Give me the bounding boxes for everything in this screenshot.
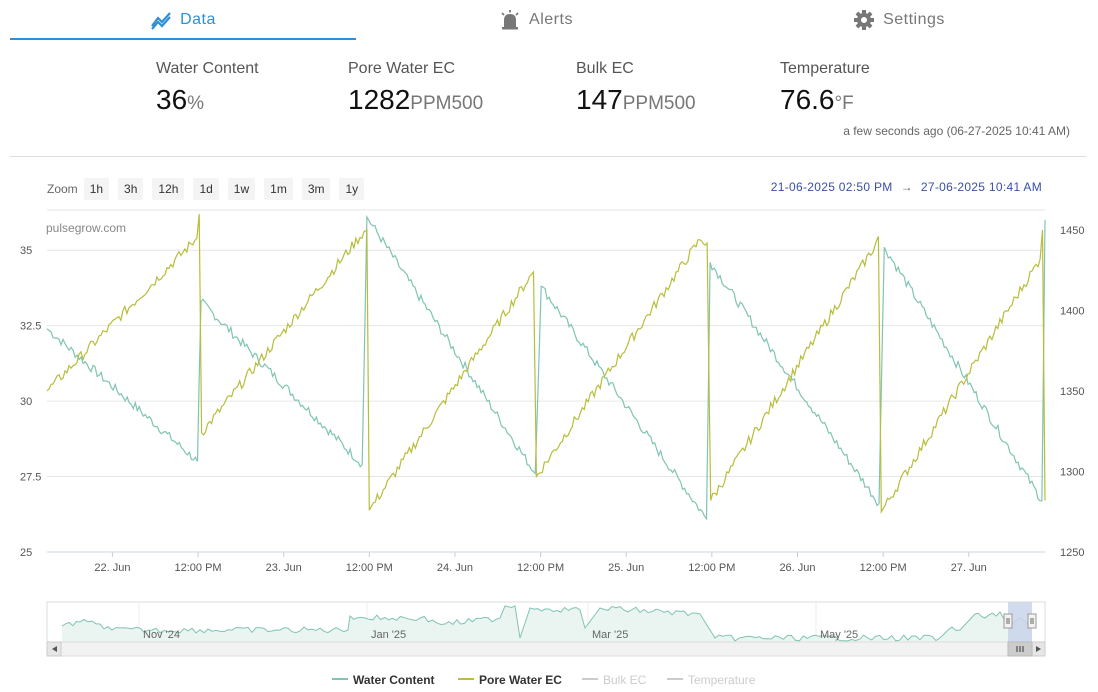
navigator-handle[interactable] [1003,613,1013,629]
arrow-right-icon [1036,646,1041,652]
y-left-tick-label: 27.5 [20,472,41,484]
range-arrow: → [900,180,913,194]
gear-icon [854,10,875,30]
navigator[interactable]: Nov '24 Jan '25 Mar '25 May '25 [46,601,1046,657]
tab-alerts-label: Alerts [529,11,573,28]
legend-label: Temperature [688,673,756,687]
legend-label: Bulk EC [603,673,647,687]
metric-label: Bulk EC [576,60,634,77]
x-tick-label: 12:00 PM [346,562,393,574]
x-tick-label: 25. Jun [608,562,644,574]
y-right-tick-label: 1400 [1060,306,1084,318]
x-tick-label: 23. Jun [266,562,302,574]
legend-label: Water Content [353,673,435,687]
x-tick-label: 12:00 PM [175,562,222,574]
metric-value: 36 [156,84,188,115]
divider [10,156,1086,157]
zoom-1y-button[interactable]: 1y [339,178,365,200]
navigator-tick-label: Nov '24 [143,629,180,641]
x-tick-label: 27. Jun [951,562,987,574]
legend-item-pore-water-ec[interactable]: Pore Water EC [458,673,562,687]
metric-bulk-ec: Bulk EC 147PPM500 [576,60,696,116]
tab-settings-label: Settings [883,11,945,28]
navigator-scrollbar[interactable] [46,641,1046,657]
tab-settings[interactable]: Settings [726,0,1072,40]
metric-value: 76.6 [780,84,835,115]
date-range[interactable]: 21-06-2025 02:50 PM → 27-06-2025 10:41 AM [771,180,1042,194]
tab-data-label: Data [180,11,216,28]
trend-chart-icon [151,12,171,30]
metric-temperature: Temperature 76.6°F [780,60,870,116]
y-left-tick-label: 32.5 [20,321,41,333]
metric-unit: PPM500 [622,93,696,114]
tab-data[interactable]: Data [10,0,356,40]
navigator-area [62,606,1032,642]
metric-value: 147 [576,84,623,115]
zoom-3m-button[interactable]: 3m [301,178,331,200]
metric-label: Water Content [156,60,259,77]
metric-value: 1282 [348,84,411,115]
date-range-from[interactable]: 21-06-2025 02:50 PM [770,180,893,194]
zoom-1d-button[interactable]: 1d [193,178,219,200]
plot-area [46,213,1046,521]
navigator-tick-label: May '25 [820,629,858,641]
legend-item-temperature[interactable]: Temperature [667,673,756,687]
series-line-water-content [46,214,1046,521]
legend-item-bulk-ec[interactable]: Bulk EC [582,673,647,687]
tab-alerts[interactable]: Alerts [366,0,706,40]
zoom-1m-button[interactable]: 1m [264,178,293,200]
watermark: pulsegrow.com [46,221,126,235]
zoom-12h-button[interactable]: 12h [152,178,185,200]
series-line-pore-water-ec [46,213,1046,514]
x-tick-label: 12:00 PM [860,562,907,574]
metric-unit: PPM500 [410,93,484,114]
zoom-3h-button[interactable]: 3h [118,178,144,200]
x-tick-label: 12:00 PM [688,562,735,574]
zoom-1w-button[interactable]: 1w [227,178,256,200]
legend: Water Content Pore Water EC Bulk EC Tempera… [332,673,756,687]
axes: 25 27.5 30 32.5 35 1250 1300 1350 1400 1450 22. Ju… [20,225,1084,574]
chart-grid [47,209,1045,553]
legend-label: Pore Water EC [479,673,562,687]
x-tick-label: 26. Jun [779,562,815,574]
y-right-tick-label: 1300 [1060,467,1084,479]
x-tick-label: 12:00 PM [517,562,564,574]
date-range-to[interactable]: 27-06-2025 10:41 AM [920,180,1042,194]
legend-item-water-content[interactable]: Water Content [332,673,435,687]
metric-label: Pore Water EC [348,60,455,77]
y-right-tick-label: 1350 [1060,386,1084,398]
arrow-left-icon [52,646,57,652]
metric-unit: °F [834,93,854,114]
navigator-tick-label: Jan '25 [371,629,406,641]
y-right-tick-label: 1450 [1060,225,1084,237]
navigator-tick-label: Mar '25 [592,629,628,641]
y-right-tick-label: 1250 [1060,547,1084,559]
y-left-tick-label: 25 [20,547,32,559]
zoom-label: Zoom [47,182,78,196]
zoom-1h-button[interactable]: 1h [83,178,110,200]
metric-label: Temperature [780,60,870,77]
y-left-tick-label: 35 [20,245,32,257]
x-tick-label: 24. Jun [437,562,473,574]
x-tick-label: 22. Jun [94,562,130,574]
zoom-controls: Zoom 1h 3h 12h 1d 1w 1m 3m 1y [47,178,373,200]
active-tab-indicator [10,38,356,40]
y-left-tick-label: 30 [20,396,32,408]
tab-bar: Data Alerts Settings [0,0,1098,42]
metric-unit: % [187,93,205,114]
last-updated-timestamp: a few seconds ago (06-27-2025 10:41 AM) [843,124,1070,138]
navigator-handle[interactable] [1027,613,1037,629]
metric-pore-water-ec: Pore Water EC 1282PPM500 [348,60,483,116]
alarm-bell-icon [501,10,519,30]
metric-water-content: Water Content 36% [156,60,259,116]
navigator-series-line [61,605,1033,642]
